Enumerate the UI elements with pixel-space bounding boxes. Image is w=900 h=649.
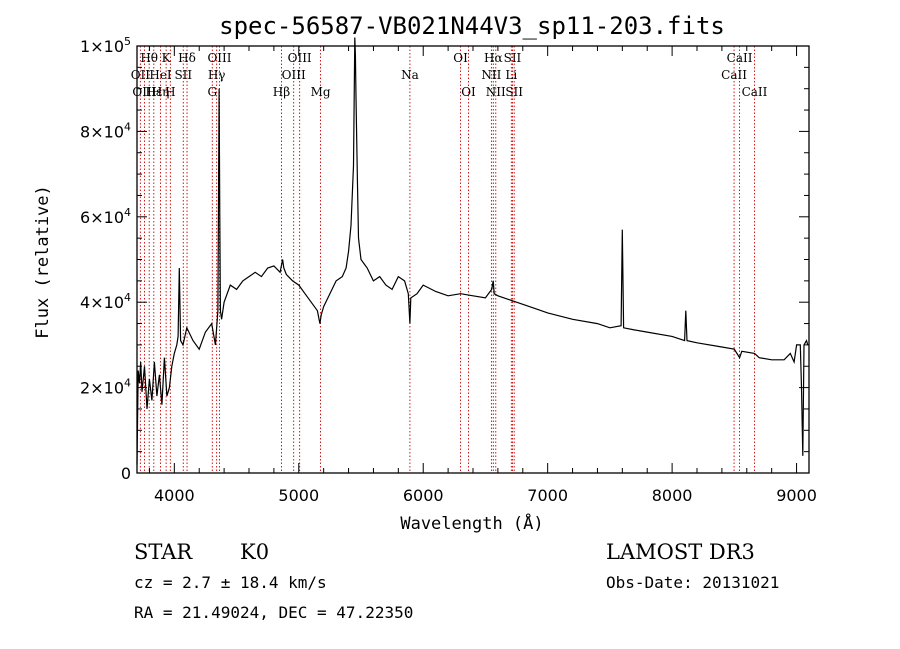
line-marker-label: CaII: [721, 68, 747, 82]
line-marker-label: Hγ: [208, 68, 226, 82]
line-marker-label: K: [162, 51, 172, 65]
line-marker-label: Hη: [152, 85, 170, 99]
line-marker-label: SII: [505, 85, 523, 99]
line-marker-label: OI: [453, 51, 468, 65]
line-marker-label: Hδ: [178, 51, 196, 65]
line-marker-label: CaII: [742, 85, 768, 99]
spectrum-line: [136, 37, 809, 465]
y-tick-label: 6×104: [80, 206, 131, 227]
y-tick-label: 0: [121, 464, 131, 483]
line-marker-label: HeI: [149, 68, 172, 82]
line-marker-label: OIII: [207, 51, 231, 65]
line-marker-label: Na: [401, 68, 419, 82]
line-marker-label: OIII: [288, 51, 312, 65]
line-marker-label: NII: [481, 68, 501, 82]
line-marker-label: OI: [461, 85, 476, 99]
x-tick-label: 4000: [154, 486, 195, 505]
line-marker-label: SII: [504, 51, 522, 65]
x-tick-label: 5000: [278, 486, 319, 505]
line-marker-label: Hε: [145, 85, 162, 99]
line-marker-label: OIII: [282, 68, 306, 82]
x-tick-label: 8000: [652, 486, 693, 505]
y-tick-label: 2×104: [80, 377, 131, 398]
line-marker-label: NII: [486, 85, 506, 99]
line-marker-label: Hβ: [273, 85, 290, 99]
line-marker-label: SII: [174, 68, 192, 82]
object-class: STAR: [134, 540, 193, 564]
line-marker-label: CaII: [727, 51, 753, 65]
y-tick-label: 8×104: [80, 120, 131, 141]
line-marker-label: H: [165, 85, 175, 99]
redshift-text: cz = 2.7 ± 18.4 km/s: [134, 573, 327, 592]
y-tick-label: 4×104: [80, 291, 131, 312]
line-marker-label: OII: [131, 68, 151, 82]
line-marker-label: Mg: [311, 85, 331, 99]
x-axis-label: Wavelength (Å): [400, 512, 543, 534]
coordinates: RA = 21.49024, DEC = 47.22350: [134, 603, 413, 622]
chart-title: spec-56587-VB021N44V3_sp11-203.fits: [219, 12, 725, 40]
line-marker-label: Hα: [484, 51, 503, 65]
line-marker-label: G: [207, 85, 217, 99]
plot-frame: [136, 45, 810, 474]
x-tick-label: 6000: [403, 486, 444, 505]
x-tick-label: 9000: [776, 486, 817, 505]
y-axis-label: Flux (relative): [33, 185, 53, 339]
emission-line-markers: [139, 46, 755, 473]
x-tick-label: 7000: [527, 486, 568, 505]
survey-name: LAMOST DR3: [606, 540, 755, 564]
obs-date: Obs-Date: 20131021: [606, 573, 779, 592]
line-marker-label: Hθ: [140, 51, 158, 65]
line-marker-label: Li: [505, 68, 517, 82]
y-tick-label: 1×105: [80, 35, 131, 56]
object-subclass: K0: [240, 540, 269, 564]
y-axis-ticks: 0 2×104 4×104 6×104 8×104 1×105: [80, 35, 809, 483]
x-axis-ticks: 4000 5000 6000 7000 8000 9000: [148, 46, 817, 505]
